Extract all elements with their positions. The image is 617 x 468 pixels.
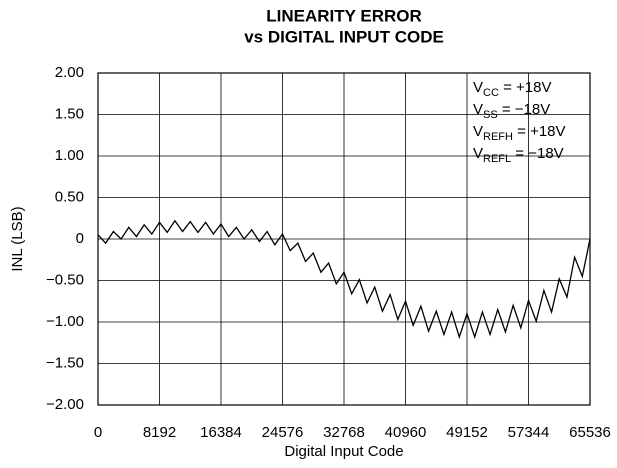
y-tick-label: 0.50 xyxy=(55,188,84,205)
annotation-base: V xyxy=(473,123,483,140)
x-tick-label: 16384 xyxy=(200,424,242,441)
y-tick-label: 0 xyxy=(76,230,84,247)
annotation-base: V xyxy=(473,101,483,118)
annotation-sub: REFL xyxy=(483,153,511,165)
chart-subtitle: vs DIGITAL INPUT CODE xyxy=(244,27,444,46)
y-tick-label: 1.50 xyxy=(55,105,84,122)
x-tick-label: 0 xyxy=(94,424,102,441)
x-tick-label: 8192 xyxy=(143,424,176,441)
annotation-text: = +18V xyxy=(499,79,552,96)
annotation-sub: SS xyxy=(483,109,498,121)
x-tick-label: 32768 xyxy=(323,424,365,441)
x-tick-label: 65536 xyxy=(569,424,611,441)
annotation-text: = +18V xyxy=(513,123,566,140)
y-tick-label: 1.00 xyxy=(55,147,84,164)
x-tick-label: 24576 xyxy=(262,424,304,441)
annotation-text: = −18V xyxy=(498,101,551,118)
annotation-base: V xyxy=(473,145,483,162)
annotation: VSS = −18V xyxy=(473,101,550,121)
annotation-sub: REFH xyxy=(483,131,513,143)
annotation-sub: CC xyxy=(483,87,499,99)
annotation: VREFL = −18V xyxy=(473,145,564,165)
y-tick-label: −1.00 xyxy=(46,313,84,330)
x-axis-label: Digital Input Code xyxy=(284,443,403,460)
y-axis-label: INL (LSB) xyxy=(9,206,26,271)
annotation-base: V xyxy=(473,79,483,96)
annotation-text: = −18V xyxy=(511,145,564,162)
annotation: VCC = +18V xyxy=(473,79,551,99)
x-tick-label: 40960 xyxy=(385,424,427,441)
annotation: VREFH = +18V xyxy=(473,123,566,143)
y-tick-label: −2.00 xyxy=(46,396,84,413)
x-tick-label: 49152 xyxy=(446,424,488,441)
y-tick-label: 2.00 xyxy=(55,64,84,81)
data-line xyxy=(97,219,591,340)
chart-title: LINEARITY ERROR xyxy=(266,6,422,25)
y-tick-label: −1.50 xyxy=(46,354,84,371)
y-tick-label: −0.50 xyxy=(46,271,84,288)
x-tick-label: 57344 xyxy=(508,424,550,441)
